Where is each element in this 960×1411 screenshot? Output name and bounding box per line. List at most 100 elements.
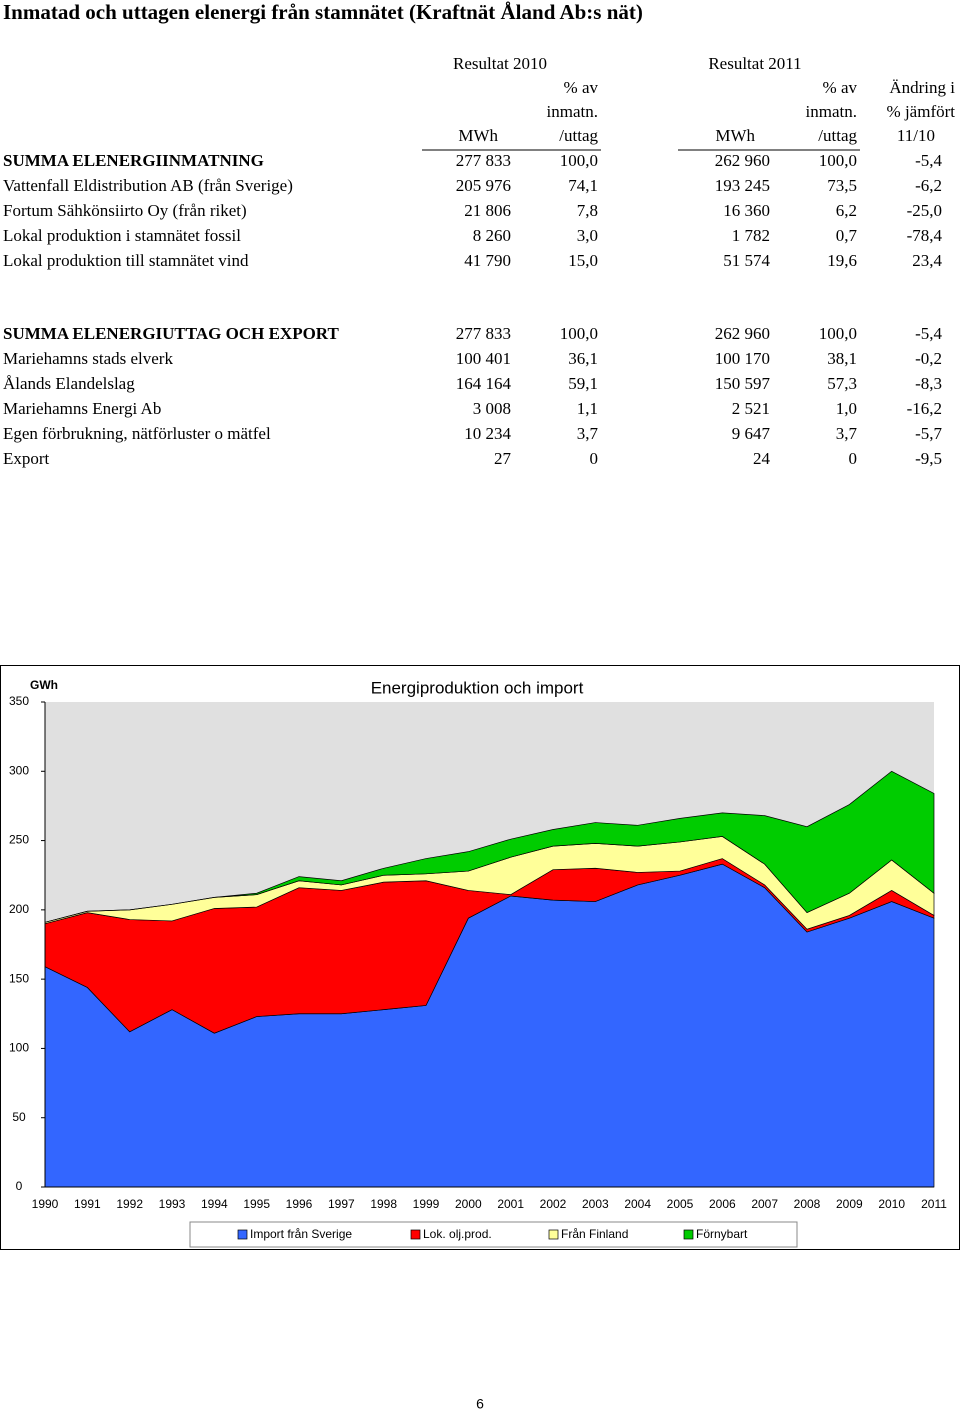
cell: 262 960 xyxy=(715,324,770,343)
row-label: Mariehamns Energi Ab xyxy=(3,399,161,418)
legend-swatch xyxy=(237,1229,248,1240)
cell: -8,3 xyxy=(915,374,942,393)
cell: 27 xyxy=(494,449,512,468)
legend-swatch xyxy=(683,1229,694,1240)
x-tick-label: 2009 xyxy=(836,1197,863,1211)
x-tick-label: 1990 xyxy=(32,1197,59,1211)
y-tick-label: 350 xyxy=(9,694,29,708)
cell: 100,0 xyxy=(560,151,598,170)
row-label: Export xyxy=(3,449,50,468)
row-label: Ålands Elandelslag xyxy=(3,374,135,393)
cell: 100,0 xyxy=(819,151,857,170)
cell: -6,2 xyxy=(915,176,942,195)
cell: 41 790 xyxy=(464,251,511,270)
cell: -16,2 xyxy=(907,399,942,418)
cell: 1,1 xyxy=(577,399,598,418)
x-tick-label: 2011 xyxy=(921,1197,947,1211)
column-header: MWh xyxy=(458,126,498,145)
x-tick-label: 2004 xyxy=(624,1197,651,1211)
row-label: Egen förbrukning, nätförluster o mätfel xyxy=(3,424,271,443)
legend xyxy=(189,1221,798,1248)
column-header: inmatn. xyxy=(547,102,598,121)
cell: 8 260 xyxy=(473,226,511,245)
cell: 262 960 xyxy=(715,151,770,170)
x-tick-label: 1991 xyxy=(74,1197,101,1211)
cell: 73,5 xyxy=(827,176,857,195)
cell: 38,1 xyxy=(827,349,857,368)
x-tick-label: 2010 xyxy=(878,1197,905,1211)
column-header: MWh xyxy=(715,126,755,145)
cell: 3,0 xyxy=(577,226,598,245)
row-label: Lokal produktion till stamnätet vind xyxy=(3,251,249,270)
cell: 2 521 xyxy=(732,399,770,418)
column-header: /uttag xyxy=(818,126,857,145)
cell: 164 164 xyxy=(456,374,512,393)
column-header: % av xyxy=(564,78,599,97)
x-tick-label: 2007 xyxy=(751,1197,778,1211)
cell: 7,8 xyxy=(577,201,598,220)
cell: -5,4 xyxy=(915,324,942,343)
y-tick-label: 100 xyxy=(9,1041,29,1055)
group-header: Resultat 2010 xyxy=(453,54,547,73)
cell: 277 833 xyxy=(456,324,511,343)
cell: 36,1 xyxy=(568,349,598,368)
cell: 57,3 xyxy=(827,374,857,393)
cell: 193 245 xyxy=(715,176,770,195)
y-tick-label: 150 xyxy=(9,971,29,985)
cell: 0 xyxy=(590,449,599,468)
column-header: 11/10 xyxy=(897,126,935,145)
row-label: Fortum Sähkönsiirto Oy (från riket) xyxy=(3,201,247,220)
cell: 74,1 xyxy=(568,176,598,195)
y-tick-label: 250 xyxy=(9,833,29,847)
cell: -0,2 xyxy=(915,349,942,368)
row-label: Lokal produktion i stamnätet fossil xyxy=(3,226,241,245)
y-tick-label: 200 xyxy=(9,902,29,916)
cell: 100 170 xyxy=(715,349,770,368)
cell: -9,5 xyxy=(915,449,942,468)
cell: -25,0 xyxy=(907,201,942,220)
column-header: % jämfört xyxy=(887,102,956,121)
cell: 100,0 xyxy=(819,324,857,343)
cell: -78,4 xyxy=(907,226,943,245)
title: Inmatad och uttagen elenergi från stamnä… xyxy=(3,0,643,24)
group-header: Resultat 2011 xyxy=(708,54,801,73)
cell: -5,4 xyxy=(915,151,942,170)
column-header: inmatn. xyxy=(806,102,857,121)
cell: 3,7 xyxy=(577,424,599,443)
cell: 205 976 xyxy=(456,176,511,195)
cell: 3,7 xyxy=(836,424,858,443)
column-header: /uttag xyxy=(559,126,598,145)
cell: -5,7 xyxy=(915,424,942,443)
legend-swatch xyxy=(410,1229,421,1240)
legend-label: Förnybart xyxy=(696,1227,748,1241)
x-tick-label: 2003 xyxy=(582,1197,609,1211)
cell: 100 401 xyxy=(456,349,511,368)
y-tick-label: 300 xyxy=(9,763,29,777)
cell: 10 234 xyxy=(464,424,511,443)
cell: 15,0 xyxy=(568,251,598,270)
column-header: Ändring i xyxy=(889,78,955,97)
x-tick-label: 2000 xyxy=(455,1197,482,1211)
x-tick-label: 1993 xyxy=(159,1197,186,1211)
cell: 51 574 xyxy=(723,251,770,270)
y-tick-label: 50 xyxy=(12,1110,26,1124)
cell: 1 782 xyxy=(732,226,770,245)
legend-label: Från Finland xyxy=(561,1227,628,1241)
x-tick-label: 1995 xyxy=(243,1197,270,1211)
x-tick-label: 2001 xyxy=(497,1197,524,1211)
row-label: SUMMA ELENERGIINMATNING xyxy=(3,151,264,170)
x-tick-label: 1996 xyxy=(286,1197,313,1211)
x-tick-label: 1998 xyxy=(370,1197,397,1211)
cell: 150 597 xyxy=(715,374,771,393)
x-tick-label: 2002 xyxy=(540,1197,567,1211)
cell: 16 360 xyxy=(723,201,770,220)
cell: 0,7 xyxy=(836,226,858,245)
cell: 1,0 xyxy=(836,399,857,418)
legend-label: Lok. olj.prod. xyxy=(423,1227,492,1241)
row-label: SUMMA ELENERGIUTTAG OCH EXPORT xyxy=(3,324,339,343)
x-tick-label: 2006 xyxy=(709,1197,736,1211)
cell: 19,6 xyxy=(827,251,857,270)
cell: 24 xyxy=(753,449,771,468)
